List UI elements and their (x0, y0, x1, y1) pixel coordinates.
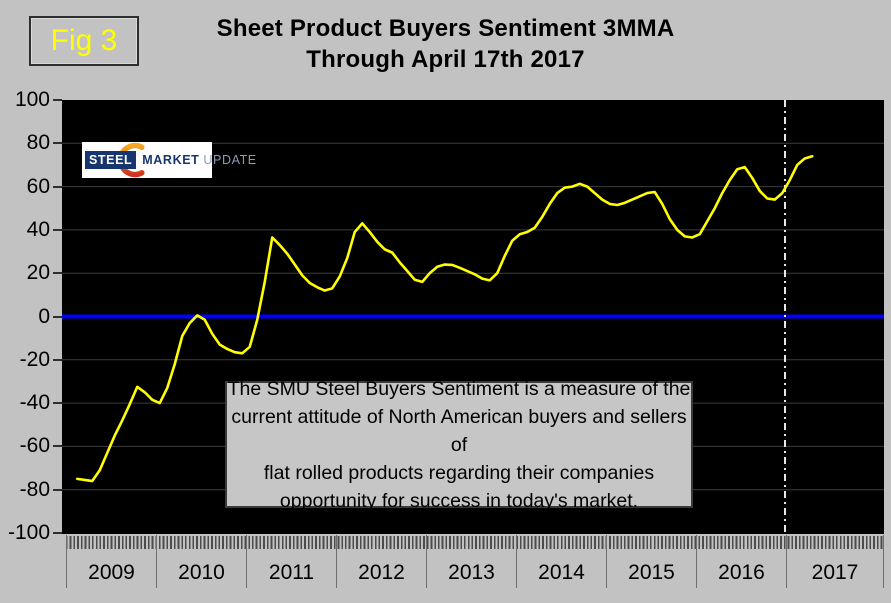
year-cell: 2011 (246, 535, 336, 588)
y-axis-label: 100 (14, 88, 50, 111)
year-cell: 2014 (516, 535, 606, 588)
chart-title: Sheet Product Buyers Sentiment 3MMA Thro… (0, 13, 891, 75)
y-axis-label: -40 (19, 391, 50, 415)
y-axis-tick (53, 402, 62, 405)
y-axis-tick (53, 228, 62, 231)
y-axis-tick (53, 142, 62, 145)
y-axis-label: -100 (7, 521, 50, 544)
y-axis-tick (53, 315, 62, 318)
smu-logo: STEEL MARKET UPDATE (82, 142, 256, 178)
y-axis-label: -60 (19, 434, 50, 458)
y-axis-label: 60 (26, 174, 50, 198)
y-axis-tick (53, 445, 62, 448)
description-line: opportunity for success in today's marke… (279, 489, 639, 512)
description-box: The SMU Steel Buyers Sentiment is a meas… (225, 378, 693, 512)
year-cell: 2017 (786, 535, 884, 588)
year-cell: 2015 (606, 535, 696, 588)
year-label: 2013 (448, 561, 495, 584)
plot-area: STEEL MARKET UPDATE The SMU Steel Buyers… (62, 100, 884, 534)
logo-text: STEEL MARKET UPDATE (85, 142, 257, 178)
description-line: flat rolled products regarding their com… (263, 461, 655, 484)
year-label: 2011 (268, 561, 315, 584)
year-cell: 2009 (66, 535, 156, 588)
year-cell: 2012 (336, 535, 426, 588)
figure-label: Fig 3 (50, 24, 118, 57)
year-cell: 2016 (696, 535, 786, 588)
year-label: 2012 (358, 561, 405, 584)
description-line: current attitude of North American buyer… (231, 405, 687, 456)
year-label: 2017 (811, 561, 859, 584)
chart-title-line2: Through April 17th 2017 (306, 46, 585, 73)
y-axis-label: -20 (19, 347, 50, 371)
year-label: 2016 (718, 561, 765, 584)
y-axis-tick (53, 272, 62, 275)
year-cell: 2013 (426, 535, 516, 588)
year-label: 2015 (628, 561, 675, 584)
y-axis-tick (53, 358, 62, 361)
x-axis-minor-ticks (66, 536, 884, 549)
y-axis-tick (53, 185, 62, 188)
y-axis-label: 40 (26, 217, 50, 241)
y-axis-tick (53, 99, 62, 101)
logo-update-label: UPDATE (203, 153, 257, 167)
year-label: 2014 (538, 561, 585, 584)
description-line: The SMU Steel Buyers Sentiment is a meas… (227, 377, 691, 400)
year-label: 2009 (88, 561, 135, 584)
x-axis: 2009 2010 2011 2012 2013 2014 2015 2016 2017 (66, 535, 884, 588)
logo-market-label: MARKET (142, 153, 200, 167)
year-label: 2010 (178, 561, 225, 584)
y-axis-label: 0 (38, 304, 50, 328)
y-axis-tick (53, 488, 62, 491)
chart-title-line1: Sheet Product Buyers Sentiment 3MMA (216, 15, 675, 42)
figure-label-box: Fig 3 (29, 16, 139, 66)
y-axis-tick (53, 532, 62, 534)
sentiment-line (75, 154, 814, 483)
y-axis-label: -80 (19, 477, 50, 501)
y-axis-label: 80 (26, 131, 50, 155)
logo-steel-label: STEEL (85, 151, 137, 169)
y-axis-label: 20 (26, 261, 50, 285)
year-cell: 2010 (156, 535, 246, 588)
